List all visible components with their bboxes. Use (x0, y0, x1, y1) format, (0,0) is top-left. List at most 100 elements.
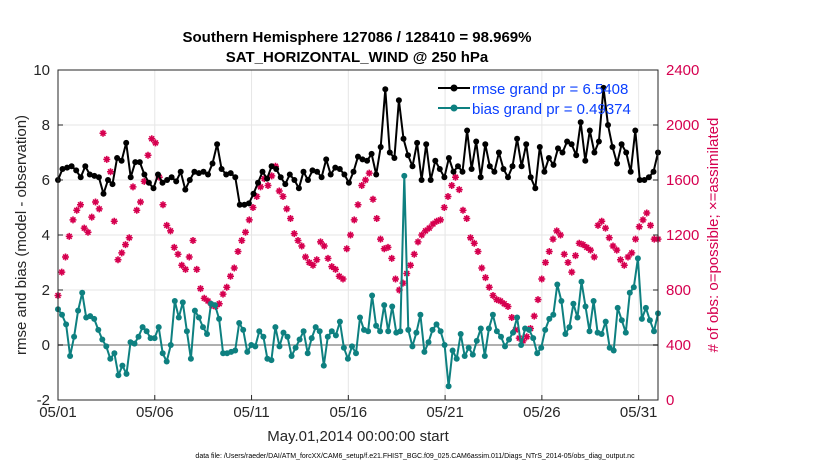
bias-point (143, 328, 150, 335)
obs-count-marker (474, 248, 482, 255)
obs-count-marker (493, 296, 501, 304)
obs-count-marker (264, 182, 272, 189)
rmse-point (155, 171, 161, 178)
x-tick-label: 05/01 (39, 404, 77, 421)
y-axis-right-label: # of obs: o=possible; ×=assimilated (705, 118, 722, 353)
obs-count-marker (170, 243, 178, 251)
rmse-point (432, 157, 439, 164)
rmse-point (314, 168, 321, 175)
obs-count-marker (482, 274, 489, 282)
rmse-point (436, 166, 443, 172)
rmse-point (650, 168, 657, 175)
rmse-point (214, 141, 221, 148)
obs-count-marker (643, 209, 651, 217)
bias-point (542, 326, 549, 333)
rmse-point (291, 177, 298, 183)
bias-point (465, 344, 472, 351)
rmse-point (82, 163, 89, 170)
rmse-point (550, 161, 557, 168)
x-tick-label: 05/16 (330, 404, 368, 421)
chart-subtitle: SAT_HORIZONTAL_WIND @ 250 hPa (226, 49, 489, 66)
obs-count-marker (103, 155, 111, 163)
rmse-point (100, 190, 107, 197)
rmse-point (491, 168, 498, 175)
bias-point (95, 326, 102, 333)
bias-point (405, 326, 412, 333)
obs-count-marker (433, 217, 441, 225)
bias-point (493, 328, 500, 335)
rmse-point (91, 172, 98, 179)
rmse-point (255, 179, 261, 186)
bias-point (365, 328, 372, 335)
bias-point (514, 314, 521, 321)
bias-point (195, 314, 202, 321)
bias-point (622, 329, 629, 336)
bias-point (546, 315, 553, 322)
y-left-tick-label: 2 (42, 282, 50, 299)
bias-point (280, 329, 287, 336)
rmse-point (486, 163, 493, 170)
obs-count-marker (219, 290, 227, 298)
y-left-tick-label: 4 (42, 227, 50, 244)
obs-count-marker (485, 283, 493, 291)
obs-count-marker (137, 198, 144, 206)
bias-point (276, 343, 283, 350)
obs-count-marker (624, 253, 632, 261)
obs-count-marker (182, 265, 189, 273)
rmse-point (150, 185, 157, 192)
obs-count-marker (253, 193, 261, 200)
rmse-point (182, 186, 189, 193)
obs-count-marker (407, 261, 414, 269)
obs-count-marker (118, 249, 126, 257)
obs-count-marker (144, 151, 152, 159)
obs-count-marker (545, 248, 553, 255)
bias-point (312, 324, 319, 331)
y-axis-left-ticks: -2 0 2 4 6 8 10 (33, 62, 63, 409)
rmse-point (468, 166, 475, 172)
obs-count-marker (197, 285, 204, 293)
rmse-point (464, 127, 471, 134)
bias-point (260, 333, 267, 340)
obs-count-marker (467, 234, 474, 242)
obs-count-marker (358, 182, 366, 189)
rmse-point (445, 155, 452, 161)
rmse-point (641, 177, 648, 183)
obs-count-marker (508, 314, 516, 321)
y-left-tick-label: 6 (42, 172, 50, 189)
obs-count-marker (504, 303, 512, 310)
obs-count-marker (542, 259, 549, 266)
obs-count-marker (80, 224, 88, 232)
bias-point (453, 355, 460, 362)
obs-count-marker (635, 223, 643, 231)
obs-count-marker (249, 204, 257, 211)
rmse-point (305, 177, 311, 183)
bias-point (300, 328, 307, 335)
bias-point (99, 336, 106, 343)
footnote: data file: /Users/raeder/DAI/ATM_forcXX/… (195, 453, 635, 460)
obs-count-marker (320, 242, 328, 250)
bias-point (131, 340, 138, 347)
obs-count-marker (245, 216, 253, 224)
obs-count-marker (470, 239, 478, 247)
obs-count-marker (309, 261, 317, 269)
bias-point (578, 278, 585, 285)
rmse-point (477, 174, 484, 181)
bias-point (473, 337, 480, 344)
obs-count-marker (234, 248, 242, 255)
obs-count-marker (605, 234, 613, 242)
obs-count-marker (418, 231, 426, 239)
bias-point (377, 328, 384, 335)
bias-point (171, 298, 178, 304)
bias-point (91, 315, 98, 322)
rmse-point (614, 160, 621, 167)
rmse-point (532, 185, 539, 192)
rmse-point (236, 201, 243, 208)
bias-point (586, 328, 593, 335)
rmse-point (605, 122, 611, 128)
rmse-point (159, 179, 166, 186)
rmse-point (541, 168, 548, 175)
obs-count-marker (354, 201, 362, 209)
bias-point (445, 383, 452, 390)
bias-point (498, 333, 504, 340)
